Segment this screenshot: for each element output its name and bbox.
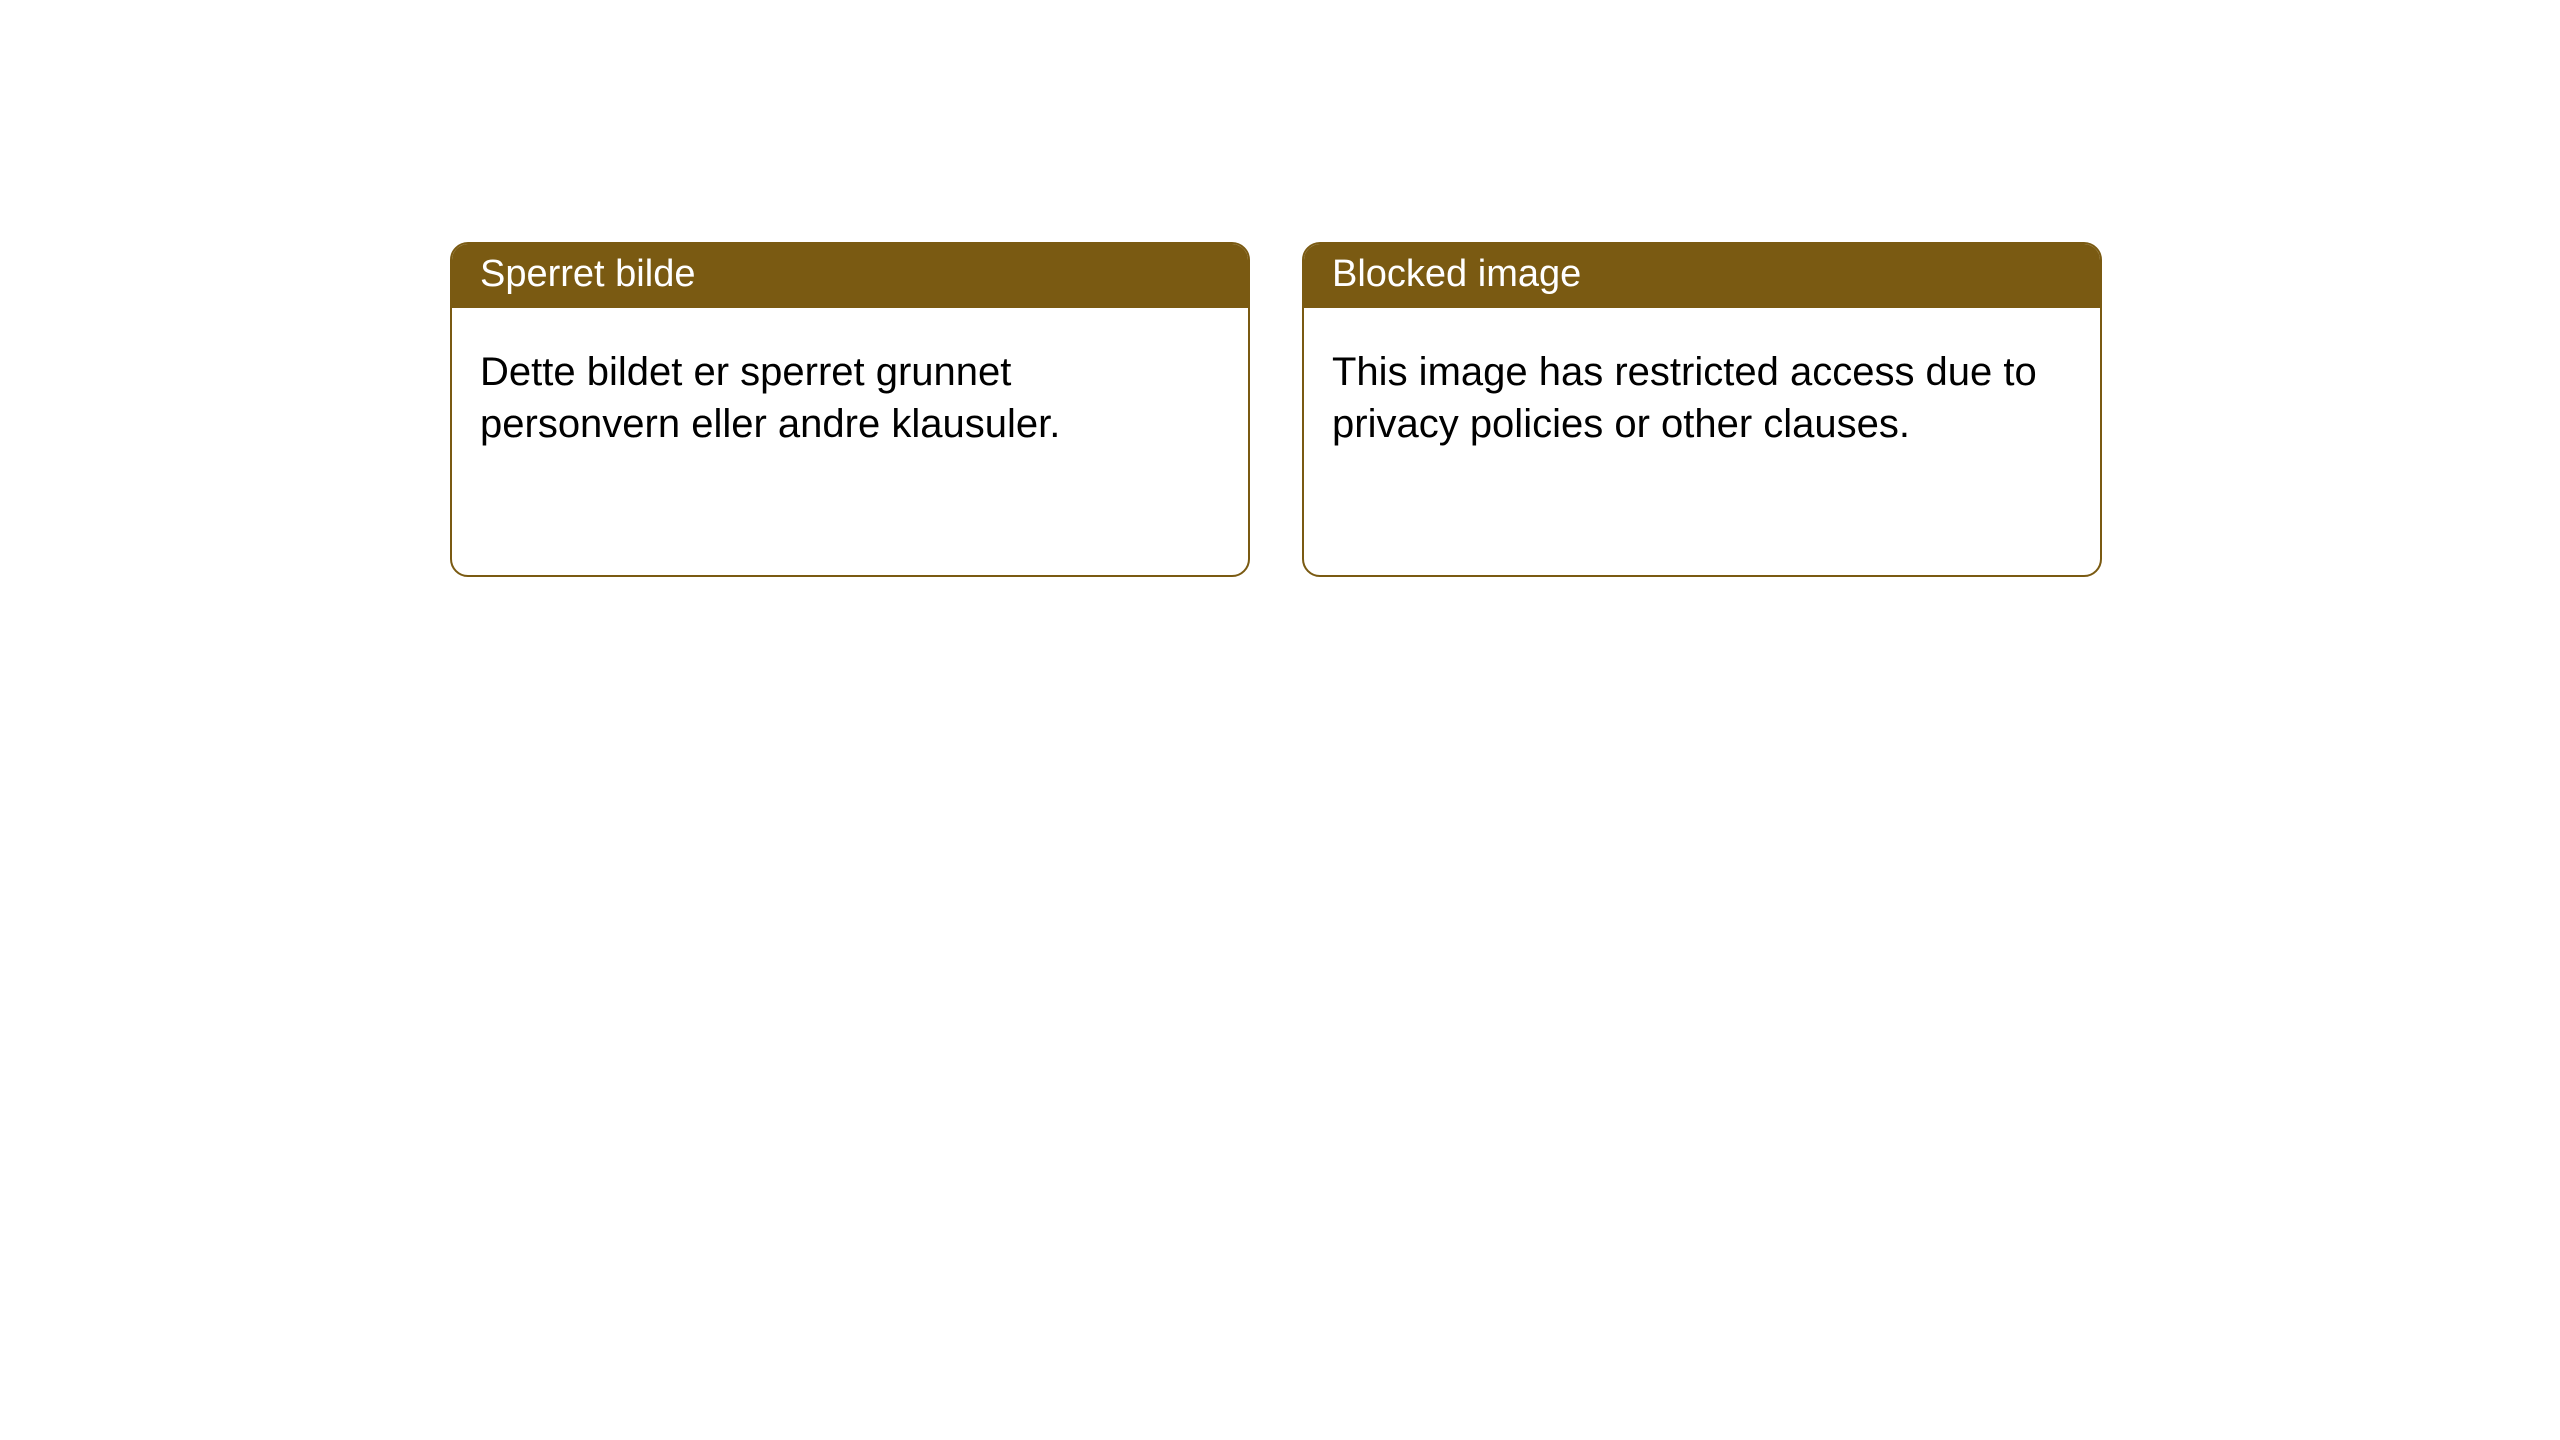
notice-body: This image has restricted access due to … xyxy=(1304,308,2100,478)
notice-card-english: Blocked image This image has restricted … xyxy=(1302,242,2102,577)
notice-header: Sperret bilde xyxy=(452,244,1248,308)
notice-title: Blocked image xyxy=(1332,253,1581,295)
notice-body: Dette bildet er sperret grunnet personve… xyxy=(452,308,1248,478)
notice-text: Dette bildet er sperret grunnet personve… xyxy=(480,350,1060,446)
notice-header: Blocked image xyxy=(1304,244,2100,308)
notice-title: Sperret bilde xyxy=(480,253,695,295)
notice-card-norwegian: Sperret bilde Dette bildet er sperret gr… xyxy=(450,242,1250,577)
notice-container: Sperret bilde Dette bildet er sperret gr… xyxy=(0,0,2560,577)
notice-text: This image has restricted access due to … xyxy=(1332,350,2037,446)
